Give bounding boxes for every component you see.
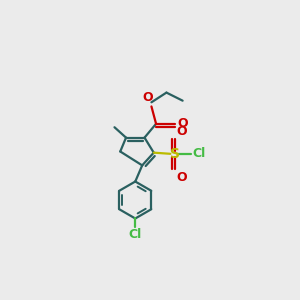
Text: Cl: Cl [129,228,142,241]
Text: O: O [142,91,153,104]
Text: O: O [177,171,188,184]
Text: Cl: Cl [193,147,206,160]
Text: O: O [177,124,188,138]
Text: S: S [169,147,179,161]
Text: O: O [177,117,188,130]
